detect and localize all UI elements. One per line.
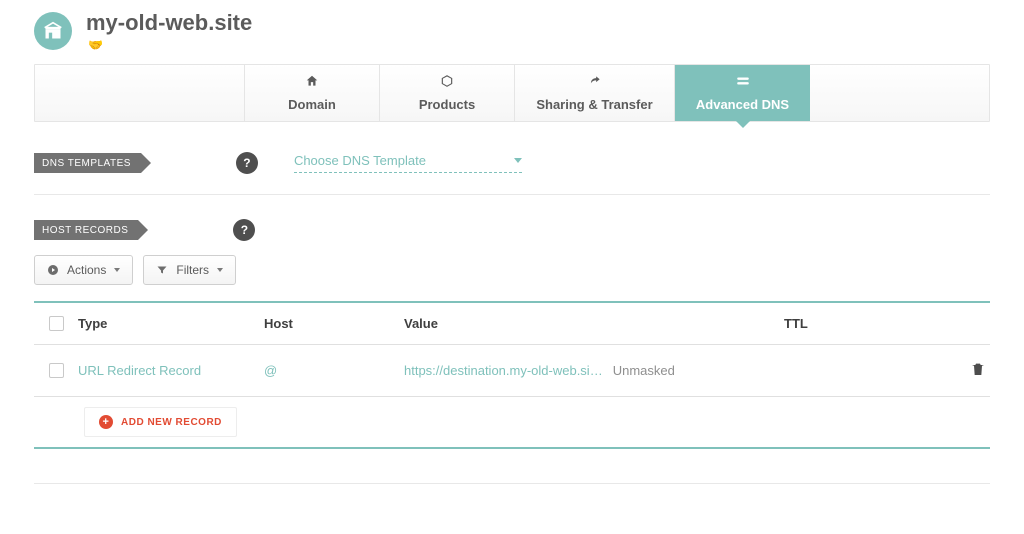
cell-value[interactable]: https://destination.my-old-web.si… Unmas… xyxy=(404,363,784,378)
trash-icon xyxy=(970,361,986,377)
dns-template-select[interactable]: Choose DNS Template xyxy=(294,153,522,173)
host-records-table: Type Host Value TTL URL Redirect Record … xyxy=(34,301,990,449)
handshake-icon: 🤝 xyxy=(88,38,252,52)
chevron-down-icon xyxy=(114,268,120,272)
share-icon xyxy=(586,74,604,93)
host-records-section: HOST RECORDS ? xyxy=(34,219,990,255)
help-icon[interactable]: ? xyxy=(236,152,258,174)
tab-spacer xyxy=(810,65,989,121)
actions-label: Actions xyxy=(67,263,106,277)
add-new-record-button[interactable]: + ADD NEW RECORD xyxy=(84,407,237,437)
actions-button[interactable]: Actions xyxy=(34,255,133,285)
cell-value-url: https://destination.my-old-web.si… xyxy=(404,363,603,378)
select-all-checkbox[interactable] xyxy=(49,316,64,331)
cell-type[interactable]: URL Redirect Record xyxy=(78,363,264,378)
row-checkbox[interactable] xyxy=(49,363,64,378)
column-header-host: Host xyxy=(264,316,404,331)
tab-label: Products xyxy=(419,97,475,112)
cell-host[interactable]: @ xyxy=(264,363,404,378)
column-header-ttl: TTL xyxy=(784,316,944,331)
filters-label: Filters xyxy=(176,263,209,277)
cell-value-mask: Unmasked xyxy=(613,363,675,378)
filters-button[interactable]: Filters xyxy=(143,255,236,285)
home-icon xyxy=(304,74,320,93)
domain-title: my-old-web.site xyxy=(86,10,252,36)
tab-label: Advanced DNS xyxy=(696,97,789,112)
tab-advanced-dns[interactable]: Advanced DNS xyxy=(675,65,810,121)
box-icon xyxy=(439,74,455,93)
add-record-label: ADD NEW RECORD xyxy=(121,417,222,428)
tab-products[interactable]: Products xyxy=(380,65,515,121)
plus-icon: + xyxy=(99,415,113,429)
column-header-type: Type xyxy=(78,316,264,331)
column-header-value: Value xyxy=(404,316,784,331)
table-header: Type Host Value TTL xyxy=(34,301,990,345)
tab-label: Domain xyxy=(288,97,336,112)
delete-record-button[interactable] xyxy=(970,361,986,380)
site-logo-icon xyxy=(34,12,72,50)
chevron-down-icon xyxy=(217,268,223,272)
chevron-down-icon xyxy=(514,158,522,163)
records-toolbar: Actions Filters xyxy=(34,255,990,285)
section-tag-host-records: HOST RECORDS xyxy=(34,220,138,240)
section-tag-dns-templates: DNS TEMPLATES xyxy=(34,153,141,173)
stack-icon xyxy=(734,74,752,93)
help-icon[interactable]: ? xyxy=(233,219,255,241)
main-tabs: Domain Products Sharing & Transfer Advan… xyxy=(34,64,990,122)
dns-templates-section: DNS TEMPLATES ? Choose DNS Template xyxy=(34,152,990,195)
filter-icon xyxy=(156,264,168,276)
table-row: URL Redirect Record @ https://destinatio… xyxy=(34,345,990,397)
tab-domain[interactable]: Domain xyxy=(245,65,380,121)
footer-divider xyxy=(34,483,990,484)
play-icon xyxy=(47,264,59,276)
tab-label: Sharing & Transfer xyxy=(536,97,652,112)
dns-template-select-label: Choose DNS Template xyxy=(294,153,426,168)
page-header: my-old-web.site 🤝 xyxy=(34,10,990,52)
tab-sharing-transfer[interactable]: Sharing & Transfer xyxy=(515,65,675,121)
add-record-row: + ADD NEW RECORD xyxy=(34,397,990,449)
tab-spacer xyxy=(35,65,245,121)
